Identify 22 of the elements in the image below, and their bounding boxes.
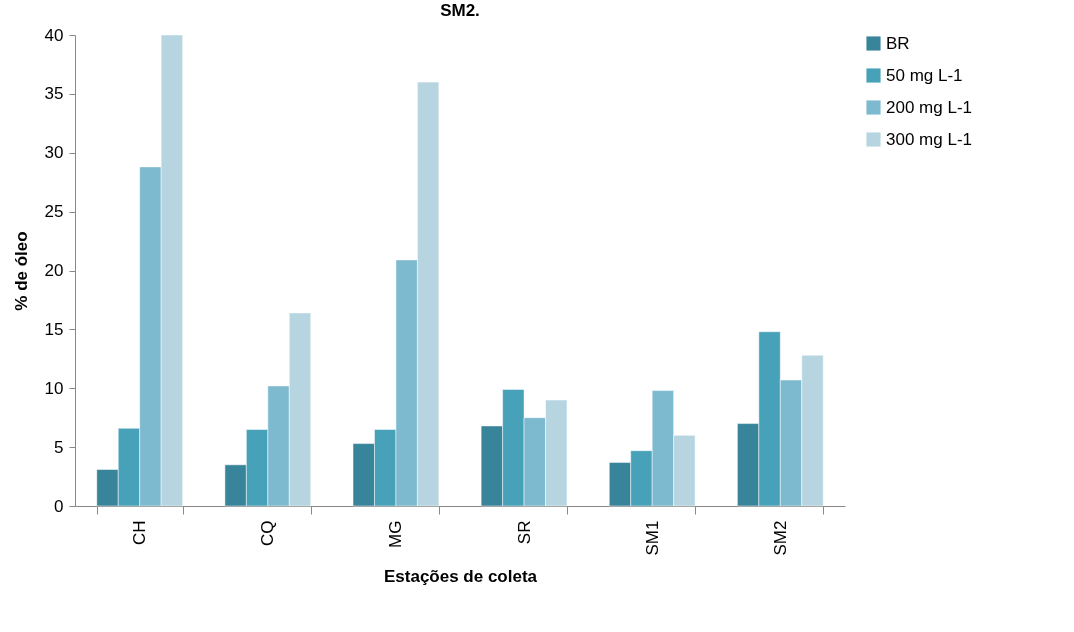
y-tick-label: 0: [54, 496, 64, 516]
legend-label: 300 mg L-1: [886, 129, 972, 149]
y-tick-label: 5: [54, 437, 64, 457]
x-axis-title: Estações de coleta: [383, 567, 538, 587]
y-axis-title: % de óleo: [11, 231, 31, 311]
y-tick-label: 30: [44, 143, 64, 163]
x-tick-label: SR: [514, 520, 534, 545]
y-tick-label: 35: [44, 84, 64, 104]
y-tick-label: 20: [44, 261, 64, 280]
x-tick-label: MG: [386, 520, 406, 548]
chart-title: SM2.: [440, 1, 480, 20]
x-tick-label: CQ: [258, 520, 278, 546]
x-tick-label: CH: [130, 520, 150, 546]
legend-label: BR: [886, 33, 910, 53]
y-tick-label: 40: [44, 25, 64, 45]
y-tick-label: 10: [44, 378, 64, 398]
x-tick-label: SM1: [642, 520, 662, 556]
y-tick-label: 15: [44, 319, 64, 339]
x-tick-label: SM2: [770, 520, 790, 556]
legend-label: 200 mg L-1: [886, 97, 972, 117]
y-tick-label: 25: [44, 202, 64, 222]
legend-label: 50 mg L-1: [886, 65, 963, 85]
